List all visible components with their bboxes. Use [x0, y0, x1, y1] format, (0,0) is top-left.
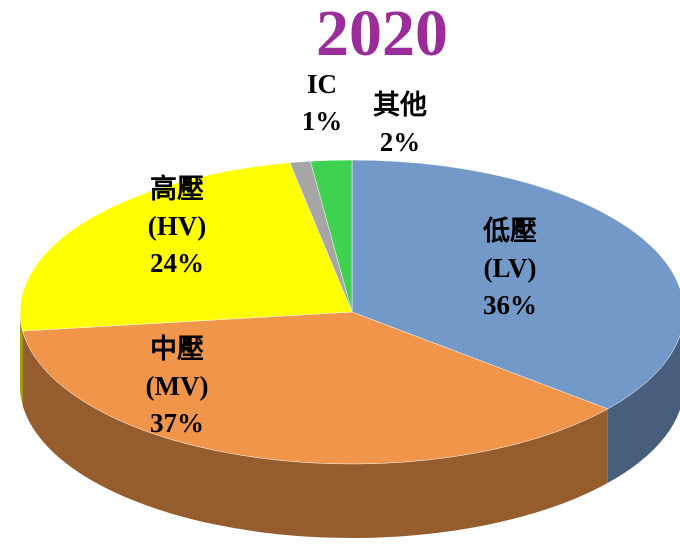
slice-side-shade [607, 335, 680, 483]
value-label: 24% [150, 248, 204, 278]
slice-label: IC [307, 69, 337, 99]
slice-label: 其他 [373, 90, 427, 120]
slice-label: 高壓 [150, 173, 204, 204]
value-label: 2% [380, 127, 421, 157]
slice-side [22, 331, 608, 539]
slice-side-shade [20, 312, 23, 406]
chart-title: 2020 [316, 0, 448, 70]
slice [310, 159, 353, 313]
slice-code: (MV) [146, 371, 209, 401]
slice-side-shade [22, 331, 608, 539]
value-label: 36% [483, 290, 537, 320]
value-label: 1% [302, 106, 343, 136]
slice [22, 311, 609, 465]
slice [19, 162, 353, 332]
slice-side [607, 335, 680, 483]
slice-label: 中壓 [150, 334, 204, 364]
slice-label: 低壓 [482, 216, 537, 246]
slice-side [20, 312, 23, 406]
slice [351, 159, 680, 410]
slice-code: (HV) [148, 211, 206, 241]
value-label: 37% [150, 408, 204, 438]
slice-code: (LV) [483, 253, 536, 283]
